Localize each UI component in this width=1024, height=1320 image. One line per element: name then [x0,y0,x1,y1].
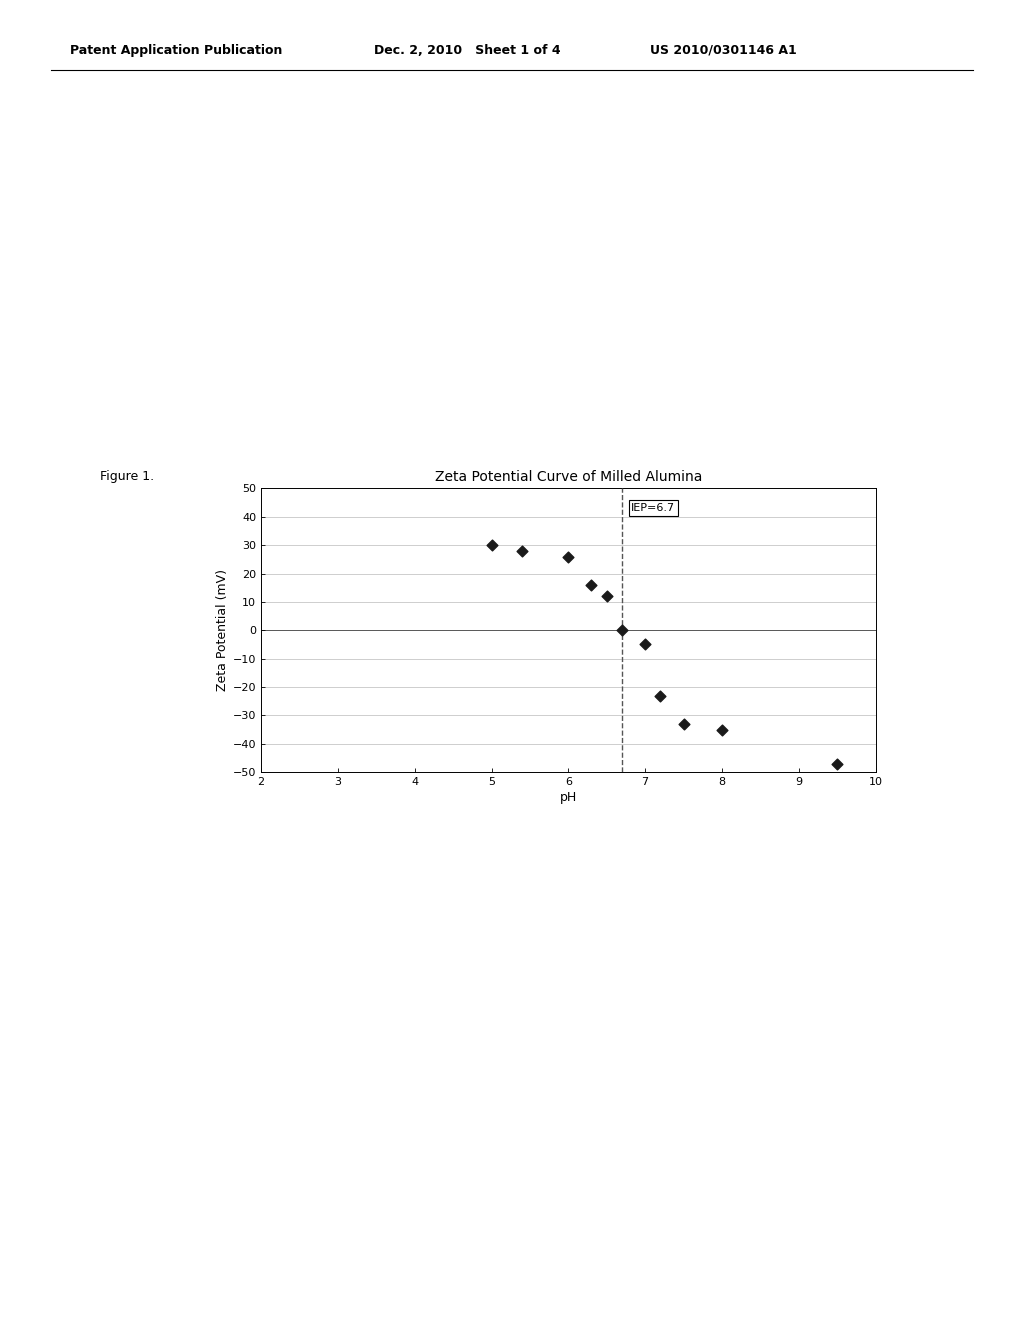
Point [584,574,600,595]
Text: Dec. 2, 2010   Sheet 1 of 4: Dec. 2, 2010 Sheet 1 of 4 [374,44,560,57]
X-axis label: pH: pH [560,791,577,804]
Point [714,719,730,741]
Point [560,546,577,568]
Text: Figure 1.: Figure 1. [100,470,155,483]
Point [613,619,630,640]
Text: Patent Application Publication: Patent Application Publication [70,44,282,57]
Point [514,540,530,561]
Point [598,586,614,607]
Point [637,634,653,655]
Point [829,754,846,775]
Point [483,535,500,556]
Y-axis label: Zeta Potential (mV): Zeta Potential (mV) [216,569,228,692]
Text: IEP=6.7: IEP=6.7 [631,503,676,513]
Point [652,685,669,706]
Title: Zeta Potential Curve of Milled Alumina: Zeta Potential Curve of Milled Alumina [434,470,702,484]
Point [676,713,692,734]
Text: US 2010/0301146 A1: US 2010/0301146 A1 [650,44,797,57]
